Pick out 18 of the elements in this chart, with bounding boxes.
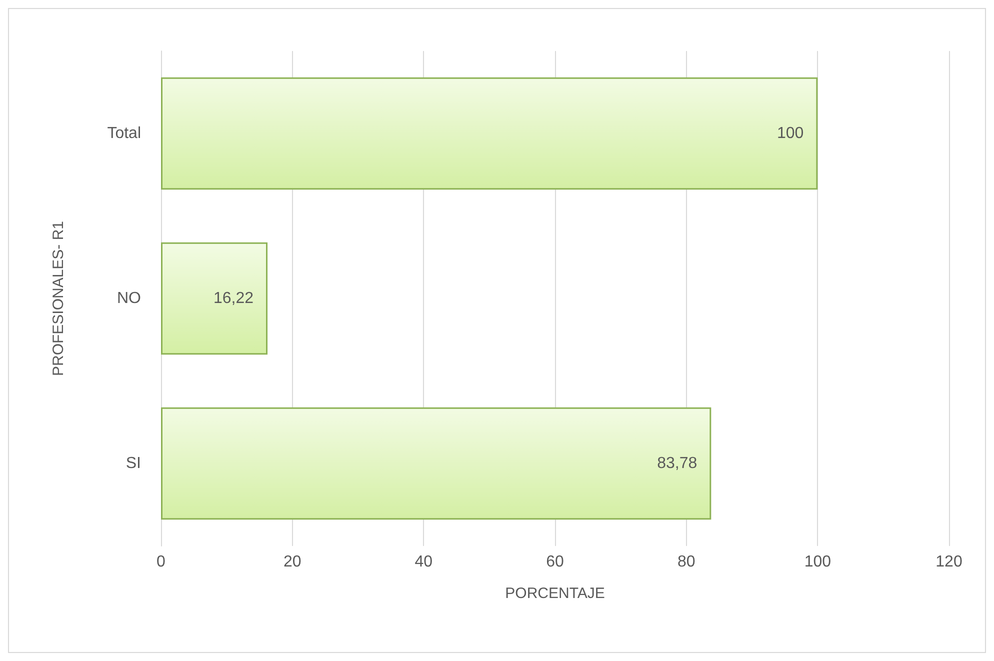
y-tick-label: Total: [107, 125, 141, 142]
data-label: 16,22: [213, 290, 254, 307]
bar: [161, 77, 818, 190]
bar: [161, 242, 268, 355]
y-axis-title: PROFESIONALES- R1: [50, 220, 67, 376]
x-tick-label: 0: [156, 554, 166, 570]
y-tick-label: NO: [117, 290, 141, 307]
bar: [161, 407, 712, 520]
x-tick-label: 40: [414, 554, 433, 570]
x-tick-label: 20: [283, 554, 302, 570]
x-axis-title: PORCENTAJE: [505, 585, 605, 602]
y-tick-label: SI: [126, 455, 141, 472]
data-label: 100: [776, 125, 804, 142]
x-tick-label: 120: [936, 554, 962, 570]
x-tick-label: 100: [804, 554, 832, 570]
x-tick-label: 80: [677, 554, 696, 570]
x-tick-label: 60: [546, 554, 564, 570]
data-label: 83,78: [657, 455, 698, 472]
